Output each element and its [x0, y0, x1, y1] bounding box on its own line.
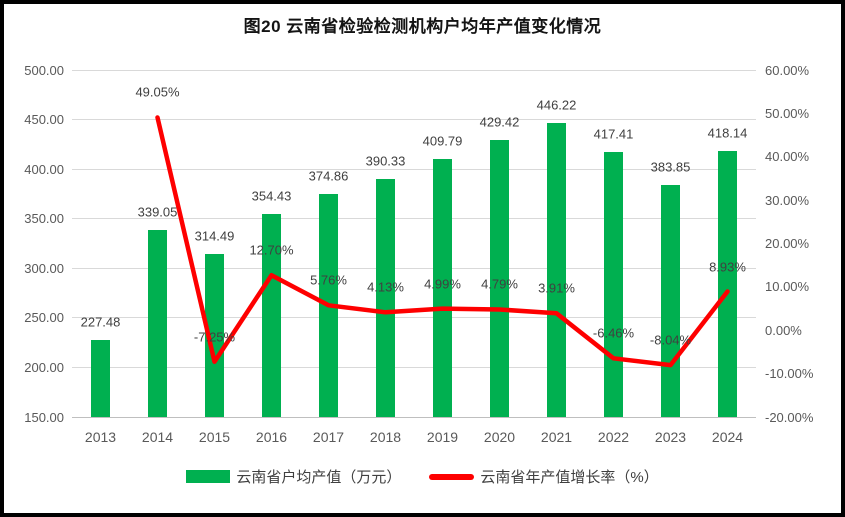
- bar: [718, 151, 737, 417]
- gridline: [72, 119, 756, 121]
- legend-item-bar-series: 云南省户均产值（万元）: [186, 466, 401, 487]
- bar-series-swatch: [186, 470, 231, 483]
- right-axis-tick-label: -20.00%: [765, 409, 814, 425]
- x-axis-label: 2019: [426, 429, 459, 445]
- line-data-label: -7.25%: [193, 329, 236, 345]
- legend-item-line-series: 云南省年产值增长率（%）: [429, 466, 659, 487]
- x-axis-label: 2013: [84, 429, 117, 445]
- bar: [604, 151, 623, 417]
- gridline: [72, 416, 756, 418]
- gridline: [72, 69, 756, 71]
- left-axis-tick-label: 500.00: [24, 62, 64, 78]
- right-axis-tick-label: -10.00%: [765, 366, 814, 382]
- gridline: [72, 317, 756, 319]
- bar: [547, 123, 566, 417]
- bar: [490, 139, 509, 417]
- chart-title: 图20 云南省检验检测机构户均年产值变化情况: [243, 17, 602, 36]
- bar-data-label: 227.48: [80, 314, 121, 330]
- left-axis-tick-label: 250.00: [24, 310, 64, 326]
- bar: [148, 229, 167, 417]
- bar-data-label: 429.42: [479, 114, 520, 130]
- line-data-label: 49.05%: [135, 84, 180, 100]
- legend: 云南省户均产值（万元） 云南省年产值增长率（%）: [0, 466, 845, 487]
- right-axis-tick-label: 30.00%: [765, 192, 810, 208]
- left-axis-tick-label: 350.00: [24, 211, 64, 227]
- bar: [262, 214, 281, 417]
- gridline: [72, 218, 756, 220]
- gridline: [72, 366, 756, 368]
- line-data-label: 4.79%: [481, 276, 518, 292]
- line-series-swatch: [429, 473, 475, 480]
- line-data-label: 12.70%: [249, 242, 294, 258]
- growth-rate-line-layer: [155, 115, 730, 368]
- right-axis-tick-label: 20.00%: [765, 236, 810, 251]
- left-axis-tick-label: 450.00: [24, 112, 64, 128]
- gridline: [72, 267, 756, 269]
- bar-data-label: 314.49: [194, 228, 235, 244]
- right-axis-tick-label: 0.00%: [765, 322, 802, 338]
- line-data-label: -8.04%: [649, 332, 692, 348]
- bar-data-label: 418.14: [707, 125, 748, 141]
- bar-data-label: 354.43: [251, 188, 292, 204]
- x-axis-label: 2017: [312, 429, 345, 445]
- x-axis-label: 2021: [540, 429, 573, 445]
- line-data-label: -6.46%: [592, 325, 635, 341]
- x-axis-label: 2022: [597, 429, 630, 445]
- left-axis-tick-label: 150.00: [24, 409, 64, 425]
- left-axis-tick-label: 300.00: [24, 260, 64, 276]
- x-axis-label: 2018: [369, 429, 402, 445]
- bar-data-label: 339.05: [137, 204, 178, 220]
- bar: [91, 340, 110, 417]
- right-axis-tick-label: 50.00%: [765, 105, 810, 121]
- bar-data-label: 417.41: [593, 126, 634, 142]
- bar-data-label: 383.85: [650, 159, 691, 175]
- right-axis-tick-label: 60.00%: [765, 62, 810, 78]
- line-data-label: 5.76%: [310, 272, 347, 288]
- gridline: [72, 168, 756, 170]
- x-axis-label: 2024: [711, 429, 744, 445]
- growth-rate-line: [155, 115, 730, 368]
- x-axis-label: 2015: [198, 429, 231, 445]
- left-axis-tick-label: 400.00: [24, 161, 64, 177]
- line-data-label: 8.93%: [709, 259, 746, 275]
- bar: [433, 159, 452, 417]
- bar-series-legend-label: 云南省户均产值（万元）: [236, 469, 402, 486]
- bar-data-label: 409.79: [422, 133, 463, 149]
- line-data-label: 3.91%: [538, 280, 575, 296]
- bar-data-label: 374.86: [308, 168, 349, 184]
- bar-data-label: 390.33: [365, 153, 406, 169]
- x-axis-label: 2014: [141, 429, 174, 445]
- x-axis-label: 2020: [483, 429, 516, 445]
- x-axis-label: 2016: [255, 429, 288, 445]
- line-series-legend-label: 云南省年产值增长率（%）: [480, 469, 659, 486]
- right-axis-tick-label: 40.00%: [765, 149, 810, 165]
- bar: [205, 253, 224, 417]
- right-axis-tick-label: 10.00%: [765, 279, 810, 295]
- bar-data-label: 446.22: [536, 97, 577, 113]
- x-axis-label: 2023: [654, 429, 687, 445]
- line-data-label: 4.99%: [424, 276, 461, 292]
- bar: [376, 178, 395, 417]
- line-data-label: 4.13%: [367, 279, 404, 295]
- left-axis-tick-label: 200.00: [24, 359, 64, 375]
